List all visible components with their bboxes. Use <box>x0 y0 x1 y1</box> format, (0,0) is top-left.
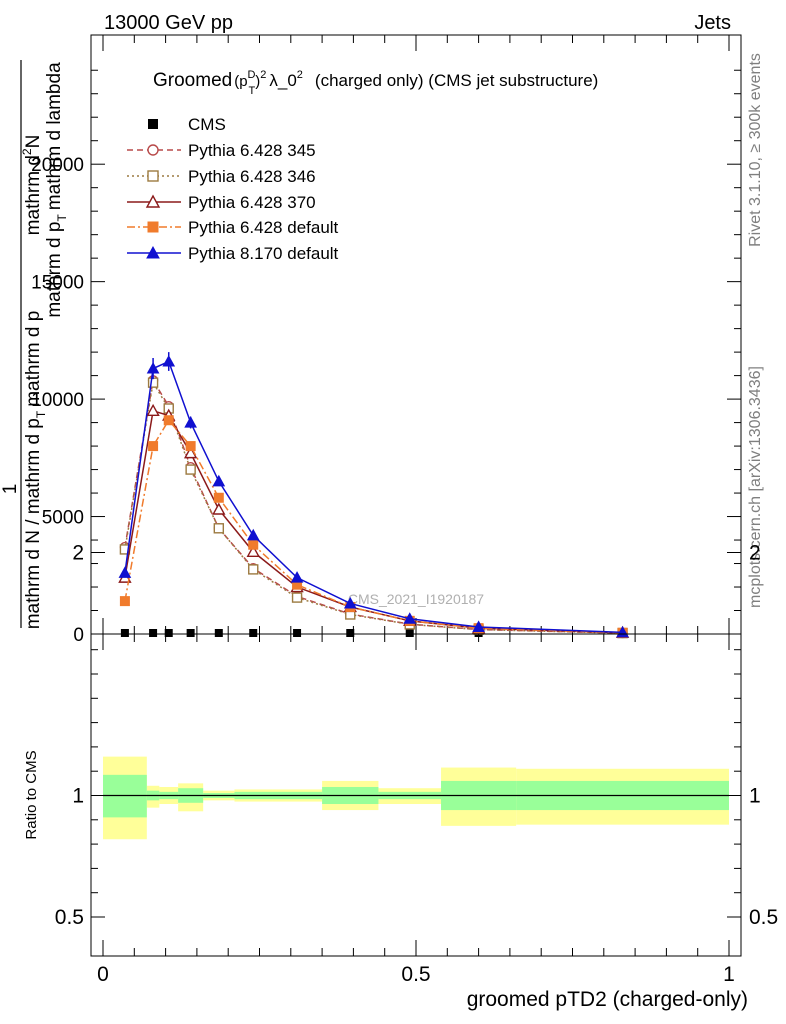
ratio-y-tick-label-left: 2 <box>72 542 84 565</box>
series-point-cms <box>120 629 129 637</box>
title-suffix: (charged only) (CMS jet substructure) <box>315 71 598 90</box>
legend: CMS Pythia 6.428 345 Pythia 6.428 346 Pythi… <box>127 115 339 263</box>
series-point-pythia-8-170-default <box>343 596 357 609</box>
series-point-pythia-6-428-370 <box>246 544 260 557</box>
analysis-watermark: CMS_2021_I1920187 <box>348 591 484 607</box>
ratio-band-green <box>103 774 147 818</box>
series-point-cms <box>346 629 355 637</box>
ylabel-line2-sub: T <box>55 214 69 222</box>
series-point-pythia-8-170-default <box>403 612 417 624</box>
series-point-cms <box>164 629 173 637</box>
series-point-pythia-6-428-default <box>119 596 130 607</box>
series-point-pythia-6-428-370 <box>212 502 226 515</box>
main-y-axis-label: mathrm d2N mathrm d pTmathrm d lambda 1 … <box>0 60 69 629</box>
title-close: ) <box>255 73 260 90</box>
ylabel-line4-end: mathrm d p <box>23 311 44 407</box>
ratio-y-axis-label: Ratio to CMS <box>23 750 40 839</box>
ylabel-line1-sup: 2 <box>20 148 34 155</box>
x-tick-label: 0 <box>97 963 109 986</box>
series-point-pythia-8-170-default <box>162 354 176 367</box>
series-point-cms <box>214 629 223 637</box>
ratio-y-tick-label-right: 2 <box>749 542 761 565</box>
ratio-y-tick-label-right: 0.5 <box>749 906 778 929</box>
ylabel-line1-end: N <box>23 135 44 149</box>
series-point-pythia-6-428-346 <box>185 464 196 475</box>
rivet-version-label: Rivet 3.1.10, ≥ 300k events <box>747 53 764 247</box>
legend-label-pythia-6-428-370: Pythia 6.428 370 <box>188 193 316 212</box>
x-tick-label: 1 <box>723 963 735 986</box>
series-point-pythia-6-428-default <box>148 441 159 452</box>
legend-label-cms: CMS <box>188 115 226 134</box>
legend-label-pythia-6-428-default: Pythia 6.428 default <box>188 218 339 237</box>
series-point-cms <box>186 629 195 637</box>
ylabel-line3: 1 <box>0 484 21 495</box>
legend-marker-pythia-6-428-346 <box>147 170 159 182</box>
x-axis-label: groomed pTD2 (charged-only) <box>467 988 748 1011</box>
legend-marker-pythia-6-428-370 <box>145 194 161 208</box>
series-point-cms <box>149 629 158 637</box>
svg-text:Groomed(pDT)2λ_02(charged only: Groomed (pD T)2 λ_02 (charged only) (CMS jet… <box>153 69 598 97</box>
ratio-y-axis: 0.5 0.5 1 1 2 2 <box>55 542 778 930</box>
series-point-pythia-6-428-370 <box>146 403 160 417</box>
ylabel-line4: mathrm d N / mathrm d p <box>23 418 44 629</box>
ratio-x-axis: 0 0.5 1 <box>97 634 735 986</box>
plot-title: Groomed (pD T)2 λ_02 (charged only) (CMS jet… <box>153 69 598 97</box>
title-lambda: λ_0 <box>269 71 296 90</box>
series-point-pythia-8-170-default <box>146 362 160 374</box>
legend-marker-pythia-6-428-default <box>147 221 159 233</box>
ratio-y-tick-label-right: 1 <box>749 785 761 808</box>
series-point-pythia-8-170-default <box>118 566 132 578</box>
main-y-tick-label: 0 <box>73 625 84 646</box>
ylabel-line1: mathrm d <box>23 155 44 235</box>
ratio-uncertainty-bands <box>103 756 729 840</box>
title-sup-2: 2 <box>260 69 266 81</box>
title-sup-d: D <box>248 69 256 81</box>
series-point-pythia-8-170-default <box>290 571 304 583</box>
title-sub-t: T <box>249 85 256 97</box>
svg-text:mathrm d N / mathrm d pTmathrm: mathrm d N / mathrm d pTmathrm d p <box>23 311 48 630</box>
series-point-cms <box>405 629 414 637</box>
ylabel-line2: mathrm d p <box>44 222 65 318</box>
series-point-pythia-6-428-346 <box>248 564 259 575</box>
series-point-pythia-6-428-default <box>213 492 224 503</box>
x-tick-label: 0.5 <box>401 963 430 986</box>
svg-text:mathrm d pTmathrm d lambda: mathrm d pTmathrm d lambda <box>44 62 69 318</box>
series-point-pythia-8-170-default <box>472 620 485 632</box>
main-y-tick-label: 20000 <box>31 155 84 176</box>
main-y-tick-label: 10000 <box>31 390 84 411</box>
title-prefix: Groomed <box>153 70 232 91</box>
ylabel-line4-sub: T <box>34 410 48 418</box>
series-point-pythia-8-170-default <box>246 528 260 541</box>
header-energy-label: 13000 GeV pp <box>104 12 233 34</box>
legend-label-pythia-6-428-345: Pythia 6.428 345 <box>188 141 316 160</box>
ratio-y-tick-label-left: 1 <box>72 785 84 808</box>
legend-marker-pythia-8-170-default <box>146 245 160 259</box>
series-point-pythia-6-428-346 <box>291 592 303 603</box>
series-point-pythia-6-428-default <box>185 441 196 452</box>
series-point-cms <box>293 629 302 637</box>
data-series <box>118 352 630 639</box>
legend-label-pythia-6-428-346: Pythia 6.428 346 <box>188 167 316 186</box>
series-point-pythia-8-170-default <box>212 474 226 487</box>
legend-label-pythia-8-170-default: Pythia 8.170 default <box>188 244 339 263</box>
series-point-pythia-6-428-346 <box>213 523 225 534</box>
series-point-pythia-6-428-346 <box>147 377 159 388</box>
legend-marker-pythia-6-428-345 <box>147 144 159 156</box>
series-point-pythia-8-170-default <box>184 416 197 428</box>
svg-text:mathrm d2N: mathrm d2N <box>20 135 44 236</box>
mcplots-credit-label: mcplots.cern.ch [arXiv:1306.3436] <box>747 366 764 608</box>
main-y-tick-label: 15000 <box>31 273 84 294</box>
ylabel-line2-end: mathrm d lambda <box>44 62 65 210</box>
main-y-axis: 0 5000 10000 15000 20000 <box>31 69 741 646</box>
header-category-label: Jets <box>694 12 731 34</box>
series-point-cms <box>249 629 258 637</box>
series-point-pythia-6-428-default <box>248 539 259 550</box>
main-y-tick-label: 5000 <box>42 508 84 529</box>
ratio-y-tick-label-left: 0.5 <box>55 906 84 929</box>
series-point-pythia-6-428-default <box>163 415 174 426</box>
legend-marker-cms <box>148 119 158 129</box>
title-p: (p <box>234 73 247 90</box>
title-sup-2b: 2 <box>297 69 303 81</box>
